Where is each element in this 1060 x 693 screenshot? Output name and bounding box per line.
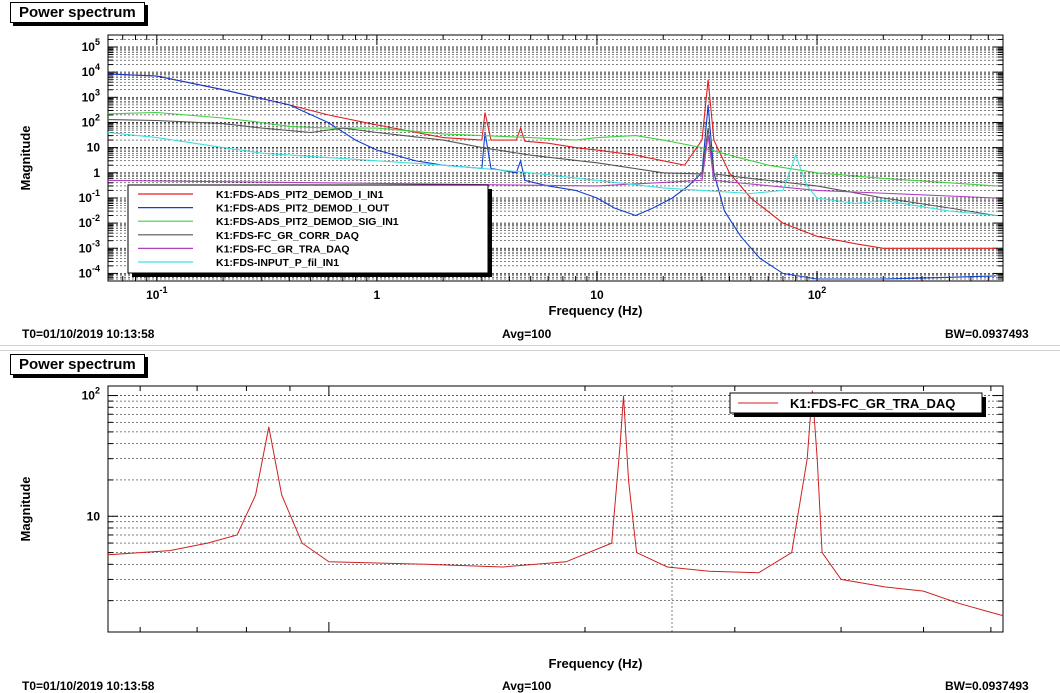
series-line: [108, 390, 1003, 617]
legend-box: [729, 392, 983, 414]
y-tick-label: 10-3: [79, 238, 100, 255]
x-tick-label: 102: [808, 285, 826, 302]
legend-box: [127, 184, 489, 274]
y-tick-label: 102: [82, 386, 100, 403]
legend-entry: K1:FDS-FC_GR_CORR_DAQ: [216, 230, 359, 242]
plot-frame: [107, 385, 1004, 633]
spectrum-chart-bottom[interactable]: 102 10 Frequency (Hz) Magnitude K1:FDS-FC_GR…: [0, 351, 1060, 693]
avg-label: Avg=100: [502, 679, 552, 693]
y-tick-label: 10-4: [79, 263, 100, 280]
y-tick-label: 105: [82, 37, 100, 54]
y-tick-label: 10-2: [79, 213, 100, 230]
panel-divider[interactable]: [0, 345, 1060, 351]
t0-label: T0=01/10/2019 10:13:58: [22, 327, 155, 341]
x-tick-label: 1: [374, 288, 381, 302]
legend-entry: K1:FDS-FC_GR_TRA_DAQ: [790, 396, 955, 411]
legend-entry: K1:FDS-ADS_PIT2_DEMOD_SIG_IN1: [216, 216, 399, 228]
series-line: [108, 135, 996, 199]
series-group: [108, 390, 1003, 617]
legend-entry: K1:FDS-FC_GR_TRA_DAQ: [216, 243, 350, 255]
legend-entry: K1:FDS-ADS_PIT2_DEMOD_I_IN1: [216, 189, 384, 201]
bw-label: BW=0.0937493: [945, 679, 1029, 693]
x-tick-label: 10-1: [146, 285, 167, 302]
y-tick-label: 10: [87, 141, 101, 155]
y-tick-label: 102: [82, 112, 100, 129]
y-tick-label: 104: [82, 62, 100, 79]
power-spectrum-panel-top: Power spectrum 105 104 103 102 10 1 10-1 10-2 10…: [0, 0, 1060, 345]
x-axis-label: Frequency (Hz): [549, 303, 643, 318]
series-line: [108, 131, 996, 217]
y-axis-label: Magnitude: [18, 126, 33, 191]
panel-title: Power spectrum: [10, 354, 145, 375]
t0-label: T0=01/10/2019 10:13:58: [22, 679, 155, 693]
x-tick-label: 10: [590, 288, 604, 302]
series-line: [108, 73, 996, 249]
y-tick-label: 10-1: [79, 188, 100, 205]
bw-label: BW=0.0937493: [945, 327, 1029, 341]
power-spectrum-panel-bottom: Power spectrum 102 10 Frequency (Hz) Magnit…: [0, 351, 1060, 693]
y-axis-label: Magnitude: [18, 477, 33, 542]
legend-entry: K1:FDS-INPUT_P_fil_IN1: [216, 257, 339, 269]
panel-title: Power spectrum: [10, 2, 145, 23]
y-tick-label: 103: [82, 87, 100, 104]
y-tick-label: 1: [93, 166, 100, 180]
series-line: [108, 73, 996, 280]
avg-label: Avg=100: [502, 327, 552, 341]
series-group: [108, 73, 996, 280]
y-tick-label: 10: [87, 509, 101, 523]
x-axis-label: Frequency (Hz): [549, 656, 643, 671]
legend-entry: K1:FDS-ADS_PIT2_DEMOD_I_OUT: [216, 203, 390, 215]
